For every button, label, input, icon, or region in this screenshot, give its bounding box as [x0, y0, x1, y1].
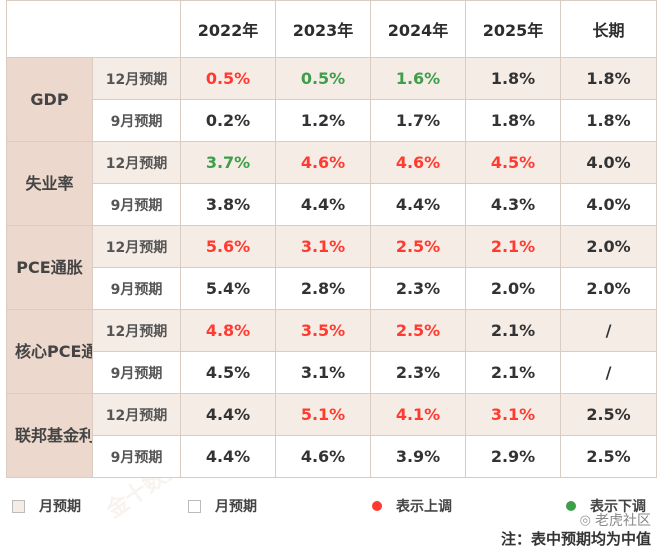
value-cell: 2.1% — [465, 351, 561, 394]
value-cell: 4.8% — [180, 309, 276, 352]
table-row: 9月预期 5.4% 2.8% 2.3% 2.0% 2.0% — [7, 267, 657, 310]
projection-period-label: 9月预期 — [92, 99, 181, 142]
metric-label: 核心PCE通胀 — [6, 309, 93, 394]
projection-period-label: 9月预期 — [92, 267, 181, 310]
value-cell: 1.7% — [370, 99, 466, 142]
value-cell: 4.4% — [370, 183, 466, 226]
sep-swatch-icon — [188, 499, 201, 513]
value-cell: 4.6% — [370, 141, 466, 184]
value-cell: 3.1% — [275, 225, 371, 268]
projection-period-label: 9月预期 — [92, 351, 181, 394]
legend-down: 表示下调 — [566, 496, 646, 516]
header-row: 2022年 2023年 2024年 2025年 长期 — [6, 0, 657, 58]
value-cell: 4.6% — [275, 141, 371, 184]
value-cell: 4.4% — [275, 183, 371, 226]
value-cell: 2.3% — [370, 351, 466, 394]
metric-label: 失业率 — [6, 141, 93, 226]
projection-period-label: 12月预期 — [92, 225, 181, 268]
value-cell: / — [560, 351, 657, 394]
value-cell: 4.5% — [465, 141, 561, 184]
value-cell: 2.0% — [560, 267, 657, 310]
value-cell: 1.8% — [560, 99, 657, 142]
value-cell: 1.8% — [465, 57, 561, 100]
value-cell: 2.8% — [275, 267, 371, 310]
legend-sep-label: 月预期 — [215, 499, 257, 515]
projection-period-label: 12月预期 — [92, 393, 181, 436]
value-cell: 5.4% — [180, 267, 276, 310]
value-cell: 2.0% — [465, 267, 561, 310]
community-icon: ◎ — [579, 512, 591, 528]
value-cell: 2.5% — [370, 309, 466, 352]
table-row: 9月预期 4.5% 3.1% 2.3% 2.1% / — [7, 351, 657, 394]
red-dot-icon — [372, 501, 382, 511]
year-header: 2023年 — [275, 0, 371, 58]
value-cell: 0.5% — [275, 57, 371, 100]
value-cell: 2.5% — [370, 225, 466, 268]
footnote: 注：表中预期均为中值 — [500, 530, 651, 548]
legend-down-label: 表示下调 — [590, 499, 646, 515]
projection-period-label: 12月预期 — [92, 141, 181, 184]
legend-up: 表示上调 — [372, 496, 452, 516]
projection-period-label: 12月预期 — [92, 57, 181, 100]
table-row: 9月预期 3.8% 4.4% 4.4% 4.3% 4.0% — [7, 183, 657, 226]
value-cell: 3.8% — [180, 183, 276, 226]
projections-table: 2022年 2023年 2024年 2025年 长期 GDP 12月预期 0.5% 0… — [6, 0, 657, 478]
value-cell: 4.6% — [275, 435, 371, 478]
legend-dec: 月预期 — [12, 496, 81, 516]
projection-period-label: 9月预期 — [92, 183, 181, 226]
value-cell: 0.2% — [180, 99, 276, 142]
value-cell: 5.1% — [275, 393, 371, 436]
year-header: 长期 — [560, 0, 657, 58]
projection-period-label: 12月预期 — [92, 309, 181, 352]
value-cell: / — [560, 309, 657, 352]
value-cell: 4.4% — [180, 435, 276, 478]
table-row: PCE通胀 12月预期 5.6% 3.1% 2.5% 2.1% 2.0% — [6, 225, 657, 310]
corner-cell — [6, 0, 181, 58]
table-row: 9月预期 0.2% 1.2% 1.7% 1.8% 1.8% — [7, 99, 657, 142]
legend-sep: 月预期 — [188, 496, 257, 516]
value-cell: 0.5% — [180, 57, 276, 100]
value-cell: 4.0% — [560, 183, 657, 226]
value-cell: 4.0% — [560, 141, 657, 184]
green-dot-icon — [566, 501, 576, 511]
value-cell: 4.3% — [465, 183, 561, 226]
value-cell: 3.9% — [370, 435, 466, 478]
value-cell: 3.1% — [275, 351, 371, 394]
year-header: 2024年 — [370, 0, 466, 58]
legend-up-label: 表示上调 — [396, 499, 452, 515]
table-row: 联邦基金利率12月预期4.4%5.1%4.1%3.1%2.5% — [6, 393, 657, 478]
value-cell: 2.1% — [465, 225, 561, 268]
table-row: 失业率 12月预期 3.7% 4.6% 4.6% 4.5% 4.0% — [6, 141, 657, 226]
value-cell: 4.1% — [370, 393, 466, 436]
dec-swatch-icon — [12, 499, 25, 513]
value-cell: 2.1% — [465, 309, 561, 352]
value-cell: 3.1% — [465, 393, 561, 436]
legend-dec-label: 月预期 — [39, 499, 81, 515]
value-cell: 4.4% — [180, 393, 276, 436]
metric-label: PCE通胀 — [6, 225, 93, 310]
value-cell: 3.5% — [275, 309, 371, 352]
table-row: GDP 12月预期 0.5% 0.5% 1.6% 1.8% 1.8% — [6, 57, 657, 142]
value-cell: 1.2% — [275, 99, 371, 142]
value-cell: 1.8% — [560, 57, 657, 100]
metric-label: GDP — [6, 57, 93, 142]
value-cell: 2.9% — [465, 435, 561, 478]
value-cell: 1.6% — [370, 57, 466, 100]
value-cell: 5.6% — [180, 225, 276, 268]
value-cell: 2.5% — [560, 435, 657, 478]
social-badge: ◎ 老虎社区 — [580, 510, 651, 530]
year-header: 2025年 — [465, 0, 561, 58]
value-cell: 2.3% — [370, 267, 466, 310]
value-cell: 2.0% — [560, 225, 657, 268]
table-row: 9月预期 4.4% 4.6% 3.9% 2.9% 2.5% — [7, 435, 657, 478]
year-header: 2022年 — [180, 0, 276, 58]
value-cell: 3.7% — [180, 141, 276, 184]
value-cell: 2.5% — [560, 393, 657, 436]
table-row: 核心PCE通胀12月预期4.8%3.5%2.5%2.1%/ — [6, 309, 657, 394]
projection-period-label: 9月预期 — [92, 435, 181, 478]
social-label: 老虎社区 — [595, 513, 651, 529]
value-cell: 4.5% — [180, 351, 276, 394]
metric-label: 联邦基金利率 — [6, 393, 93, 478]
value-cell: 1.8% — [465, 99, 561, 142]
